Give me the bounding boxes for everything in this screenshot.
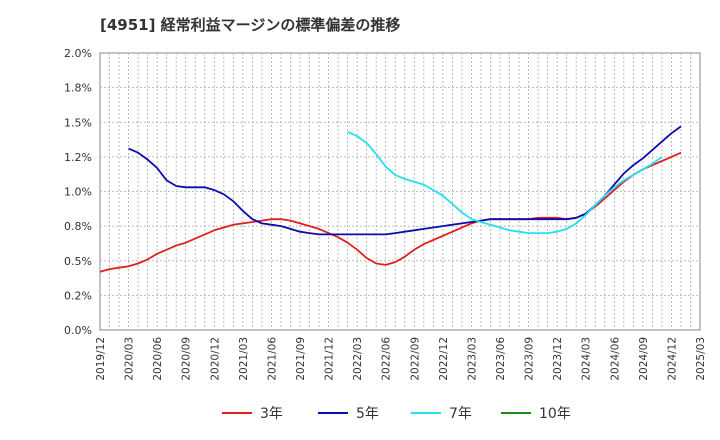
series-lines: [99, 125, 682, 273]
x-tick-label: 2024/09: [638, 337, 650, 381]
y-tick-label: 0.5%: [64, 255, 92, 268]
x-tick-label: 2020/06: [152, 337, 164, 381]
x-tick-label: 2024/06: [609, 337, 621, 381]
x-tick-label: 2021/06: [266, 337, 278, 381]
y-axis-ticks: 0.0% 0.2% 0.5% 0.8% 1.0% 1.2% 1.5% 1.8% 2.0%: [64, 47, 92, 337]
legend-label-7年: 7年: [449, 406, 472, 422]
legend-label-10年: 10年: [539, 406, 571, 422]
x-tick-label: 2022/09: [409, 337, 421, 381]
x-tick-label: 2022/03: [352, 337, 364, 381]
series-line-7年: [347, 131, 663, 235]
x-tick-label: 2019/12: [95, 337, 107, 381]
legend-label-3年: 3年: [260, 406, 283, 422]
x-tick-label: 2021/03: [238, 337, 250, 381]
x-tick-label: 2020/09: [181, 337, 193, 381]
chart-title: [4951] 経常利益マージンの標準偏差の推移: [100, 16, 401, 34]
x-tick-label: 2022/12: [438, 337, 450, 381]
x-tick-label: 2020/03: [124, 337, 136, 381]
x-tick-label: 2021/12: [324, 337, 336, 381]
grid: [100, 53, 700, 330]
x-tick-label: 2021/09: [295, 337, 307, 381]
x-tick-label: 2023/06: [495, 337, 507, 381]
y-tick-label: 0.8%: [64, 220, 92, 233]
y-tick-label: 1.2%: [64, 151, 92, 164]
y-tick-label: 0.0%: [64, 324, 92, 337]
x-tick-label: 2024/03: [581, 337, 593, 381]
x-tick-label: 2023/03: [466, 337, 478, 381]
legend-label-5年: 5年: [356, 406, 379, 422]
x-axis-ticks: 2019/12 2020/03 2020/06 2020/09 2020/12 2021/…: [95, 337, 707, 381]
y-tick-label: 1.0%: [64, 186, 92, 199]
x-tick-label: 2020/12: [209, 337, 221, 381]
x-tick-label: 2023/12: [552, 337, 564, 381]
y-tick-label: 1.8%: [64, 82, 92, 95]
x-tick-label: 2024/12: [666, 337, 678, 381]
y-tick-label: 0.2%: [64, 289, 92, 302]
legend: 3年 5年 7年 10年: [222, 406, 571, 422]
x-tick-label: 2022/06: [381, 337, 393, 381]
y-tick-label: 1.5%: [64, 116, 92, 129]
y-tick-label: 2.0%: [64, 47, 92, 60]
x-tick-label: 2025/03: [695, 337, 707, 381]
x-tick-label: 2023/09: [524, 337, 536, 381]
